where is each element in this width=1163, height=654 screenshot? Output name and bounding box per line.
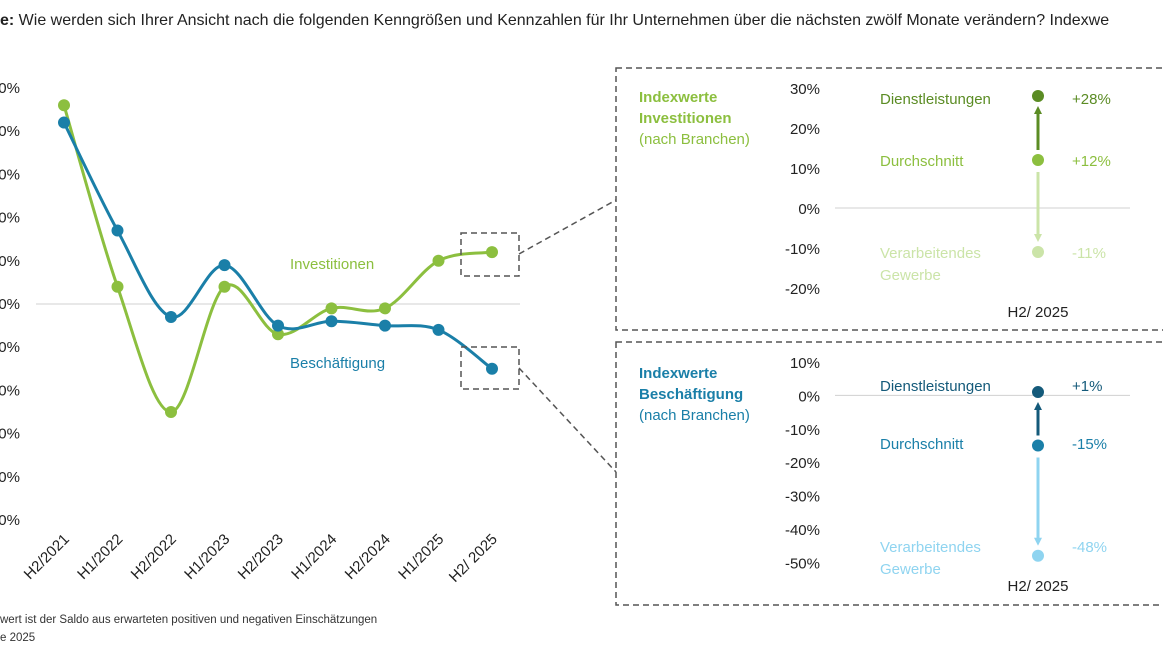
panel-point — [1032, 154, 1044, 166]
x-tick-label: H1/2022 — [74, 531, 126, 583]
data-point — [432, 323, 445, 336]
title-prefix: e: — [0, 12, 15, 29]
panel-x-label: H2/ 2025 — [1008, 578, 1069, 595]
panel-category-label: Gewerbe — [880, 267, 941, 284]
data-point — [272, 328, 284, 341]
data-point — [218, 280, 231, 293]
panel-point — [1032, 90, 1044, 102]
panel-investitionen — [615, 67, 1163, 331]
panel-value-label: +12% — [1072, 153, 1111, 170]
y-tick-label: 50% — [0, 80, 20, 97]
y-tick-label: 10% — [0, 253, 20, 270]
panel-y-tick-label: -10% — [785, 241, 820, 258]
y-tick-label: -10% — [0, 339, 20, 356]
panel-point — [1032, 246, 1044, 258]
data-point — [325, 315, 338, 328]
connector-line — [518, 199, 617, 255]
data-point — [379, 319, 391, 332]
panel-title-investitionen: (nach Branchen) — [639, 131, 750, 148]
data-point — [165, 406, 177, 418]
chart-title: e: Wie werden sich Ihrer Ansicht nach di… — [0, 12, 1109, 30]
series-line-beschaeftigung — [62, 121, 493, 371]
x-tick-label: H2/ 2025 — [446, 531, 501, 586]
panel-title-beschaeftigung: (nach Branchen) — [639, 407, 750, 424]
x-tick-label: H2/2023 — [235, 531, 287, 583]
panel-y-tick-label: 30% — [790, 81, 820, 98]
panel-title-investitionen: Investitionen — [639, 110, 732, 127]
data-point — [325, 302, 338, 315]
panel-title-investitionen: Indexwerte — [639, 89, 717, 106]
panel-y-tick-label: 0% — [798, 388, 820, 405]
panel-y-tick-label: 10% — [790, 355, 820, 372]
panel-category-label: Durchschnitt — [880, 153, 964, 170]
panel-category-label: Verarbeitendes — [880, 539, 981, 556]
x-tick-label: H1/2024 — [288, 531, 340, 583]
zoom-box-investitionen — [460, 232, 520, 277]
panel-value-label: +1% — [1072, 378, 1102, 395]
y-tick-label: -20% — [0, 382, 20, 399]
panel-y-tick-label: -10% — [785, 422, 820, 439]
footnote-source: e 2025 — [0, 632, 36, 644]
panel-value-label: -11% — [1072, 245, 1106, 262]
panel-category-label: Durchschnitt — [880, 436, 964, 453]
data-point — [486, 246, 498, 259]
data-point — [379, 302, 391, 315]
y-tick-label: -40% — [0, 469, 20, 486]
panel-y-tick-label: 0% — [798, 201, 820, 218]
panel-point — [1032, 386, 1044, 399]
panel-beschaeftigung — [615, 341, 1163, 606]
data-point — [165, 310, 177, 323]
panel-y-tick-label: -20% — [785, 281, 820, 298]
data-point — [58, 116, 70, 129]
data-point — [58, 99, 70, 112]
x-tick-label: H2/2022 — [128, 531, 180, 583]
panel-category-label: Dienstleistungen — [880, 91, 991, 108]
panel-x-label: H2/ 2025 — [1008, 304, 1069, 321]
data-point — [432, 254, 445, 267]
panel-value-label: -48% — [1072, 539, 1107, 556]
y-tick-label: -30% — [0, 426, 20, 443]
x-tick-label: H2/2024 — [342, 531, 394, 583]
y-tick-label: -50% — [0, 512, 20, 529]
series-label-investitionen: Investitionen — [290, 256, 374, 273]
data-point — [111, 280, 124, 293]
y-tick-label: 30% — [0, 166, 20, 183]
panel-category-label: Dienstleistungen — [880, 378, 991, 395]
panel-title-beschaeftigung: Beschäftigung — [639, 386, 743, 403]
y-tick-label: 20% — [0, 210, 20, 227]
series-label-beschaeftigung: Beschäftigung — [290, 355, 385, 372]
panel-y-tick-label: 20% — [790, 121, 820, 138]
data-point — [272, 319, 284, 332]
series-line-investitionen — [62, 104, 493, 414]
panel-point — [1032, 549, 1044, 562]
title-text: Wie werden sich Ihrer Ansicht nach die f… — [14, 12, 1110, 29]
y-tick-label: 0% — [0, 296, 20, 313]
panel-y-tick-label: -40% — [785, 522, 820, 539]
data-point — [111, 224, 124, 237]
connector-line — [518, 367, 617, 473]
panel-y-tick-label: 10% — [790, 161, 820, 178]
panel-y-tick-label: -30% — [785, 489, 820, 506]
y-tick-label: 40% — [0, 123, 20, 140]
panel-y-tick-label: -50% — [785, 555, 820, 572]
panel-value-label: -15% — [1072, 436, 1107, 453]
x-tick-label: H1/2025 — [395, 531, 447, 583]
data-point — [486, 362, 498, 375]
x-tick-label: H1/2023 — [181, 531, 233, 583]
data-point — [218, 259, 231, 272]
panel-value-label: +28% — [1072, 91, 1111, 108]
panel-category-label: Verarbeitendes — [880, 245, 981, 262]
panel-title-beschaeftigung: Indexwerte — [639, 365, 717, 382]
x-tick-label: H2/2021 — [21, 531, 73, 583]
panel-y-tick-label: -20% — [785, 455, 820, 472]
panel-point — [1032, 439, 1044, 452]
footnote-definition: wert ist der Saldo aus erwarteten positi… — [0, 614, 378, 626]
panel-category-label: Gewerbe — [880, 561, 941, 578]
